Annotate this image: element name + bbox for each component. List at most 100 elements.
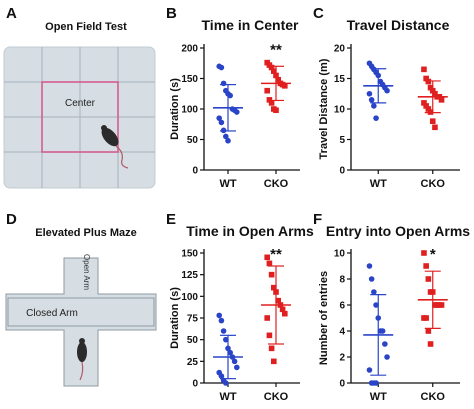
data-point-wt xyxy=(366,90,373,97)
data-point-cko xyxy=(282,83,288,89)
data-point-cko xyxy=(427,341,434,347)
data-point-cko xyxy=(423,315,429,321)
panel-letter-a: A xyxy=(6,5,17,22)
data-point-wt xyxy=(234,364,240,371)
chart-title: Time in Center xyxy=(202,17,300,33)
data-point-cko xyxy=(432,124,438,131)
y-tick-label: 100 xyxy=(181,292,198,303)
data-point-wt xyxy=(373,302,379,308)
panel-d-title: Elevated Plus Maze xyxy=(35,227,137,239)
data-point-cko xyxy=(423,103,429,109)
data-point-wt xyxy=(368,276,375,282)
y-tick-label: 15 xyxy=(334,74,346,85)
y-tick-label: 75 xyxy=(187,314,199,325)
data-point-wt xyxy=(384,354,390,360)
y-tick-label: 50 xyxy=(187,335,199,346)
closed-arm-walls xyxy=(7,297,155,327)
data-point-cko xyxy=(421,66,427,73)
data-point-cko xyxy=(427,109,434,115)
data-point-cko xyxy=(268,64,275,71)
closed-arm-label: Closed Arm xyxy=(26,308,78,319)
data-point-wt xyxy=(223,133,229,140)
y-tick-label: 150 xyxy=(181,74,198,85)
data-point-wt xyxy=(216,312,222,319)
y-tick-label: 0 xyxy=(192,166,198,177)
data-point-wt xyxy=(225,137,231,144)
data-point-wt xyxy=(220,127,227,134)
x-category-label: WT xyxy=(370,178,387,190)
data-point-cko xyxy=(271,68,277,74)
y-tick-label: 150 xyxy=(181,249,198,260)
data-point-cko xyxy=(275,297,281,304)
x-category-label: WT xyxy=(370,391,387,403)
data-point-cko xyxy=(266,260,273,267)
y-axis-label: Duration (s) xyxy=(169,287,181,349)
data-point-cko xyxy=(271,284,277,291)
data-point-wt xyxy=(227,92,233,99)
data-point-cko xyxy=(432,90,438,97)
panel-a: A Open Field Test Center xyxy=(3,5,156,189)
y-tick-label: 0 xyxy=(339,166,345,177)
data-point-cko xyxy=(421,250,427,256)
data-point-wt xyxy=(227,349,233,356)
data-point-wt xyxy=(218,119,225,126)
data-point-wt xyxy=(218,317,225,324)
y-tick-label: 0 xyxy=(339,379,345,390)
significance-label: * xyxy=(430,246,436,263)
y-tick-label: 10 xyxy=(334,249,346,260)
chart-travel-distance: Travel Distance Travel Distance (m) 0 5 10 15… xyxy=(318,17,460,190)
data-point-wt xyxy=(371,103,377,109)
data-point-cko xyxy=(427,84,434,91)
open-arm-label: Open Arm xyxy=(82,254,91,290)
y-tick-label: 8 xyxy=(339,275,345,286)
data-point-wt xyxy=(218,373,225,379)
y-tick-label: 200 xyxy=(181,44,198,55)
y-tick-label: 10 xyxy=(334,105,346,116)
panel-letter-f: F xyxy=(313,211,322,228)
center-label: Center xyxy=(65,98,96,109)
data-point-cko xyxy=(425,276,432,282)
data-point-wt xyxy=(366,263,373,269)
panel-d: D Elevated Plus Maze Closed Arm Open Arm xyxy=(5,211,157,387)
data-point-cko xyxy=(425,328,432,334)
panel-letter-b: B xyxy=(166,5,177,22)
data-point-cko xyxy=(438,302,445,308)
data-point-cko xyxy=(264,315,270,321)
data-point-cko xyxy=(425,106,432,112)
data-point-cko xyxy=(279,306,286,313)
y-axis-label: Duration (s) xyxy=(169,78,181,140)
data-point-cko xyxy=(282,310,288,317)
x-category-label: WT xyxy=(219,391,236,403)
data-point-wt xyxy=(368,97,375,103)
data-point-wt xyxy=(371,289,377,295)
center-zone xyxy=(41,81,119,153)
data-point-cko xyxy=(425,78,432,85)
y-tick-label: 2 xyxy=(339,353,345,364)
x-category-label: CKO xyxy=(421,391,446,403)
panel-letter-d: D xyxy=(6,211,17,228)
chart-title: Travel Distance xyxy=(347,17,450,33)
chart-title: Time in Open Arms xyxy=(186,223,314,239)
y-tick-label: 5 xyxy=(339,135,345,146)
data-point-wt xyxy=(382,341,388,347)
data-point-wt xyxy=(220,328,227,334)
data-point-cko xyxy=(275,76,281,83)
data-point-cko xyxy=(268,100,275,106)
x-category-label: WT xyxy=(219,178,236,190)
data-point-cko xyxy=(273,107,279,114)
data-point-cko xyxy=(423,263,429,269)
y-tick-label: 0 xyxy=(192,379,198,390)
x-category-label: CKO xyxy=(264,391,289,403)
y-tick-label: 125 xyxy=(181,270,198,281)
panel-letter-c: C xyxy=(313,5,324,22)
data-point-cko xyxy=(438,97,445,103)
data-point-wt xyxy=(216,115,222,121)
x-category-label: CKO xyxy=(264,178,289,190)
y-axis-label: Travel Distance (m) xyxy=(318,58,330,159)
chart-title: Entry into Open Arms xyxy=(326,223,470,239)
data-point-wt xyxy=(223,336,229,343)
y-tick-label: 20 xyxy=(334,44,346,55)
chart-entry-into-open-arms: Entry into Open Arms Number of entries 0 2 4… xyxy=(318,223,470,403)
data-point-wt xyxy=(366,367,373,373)
